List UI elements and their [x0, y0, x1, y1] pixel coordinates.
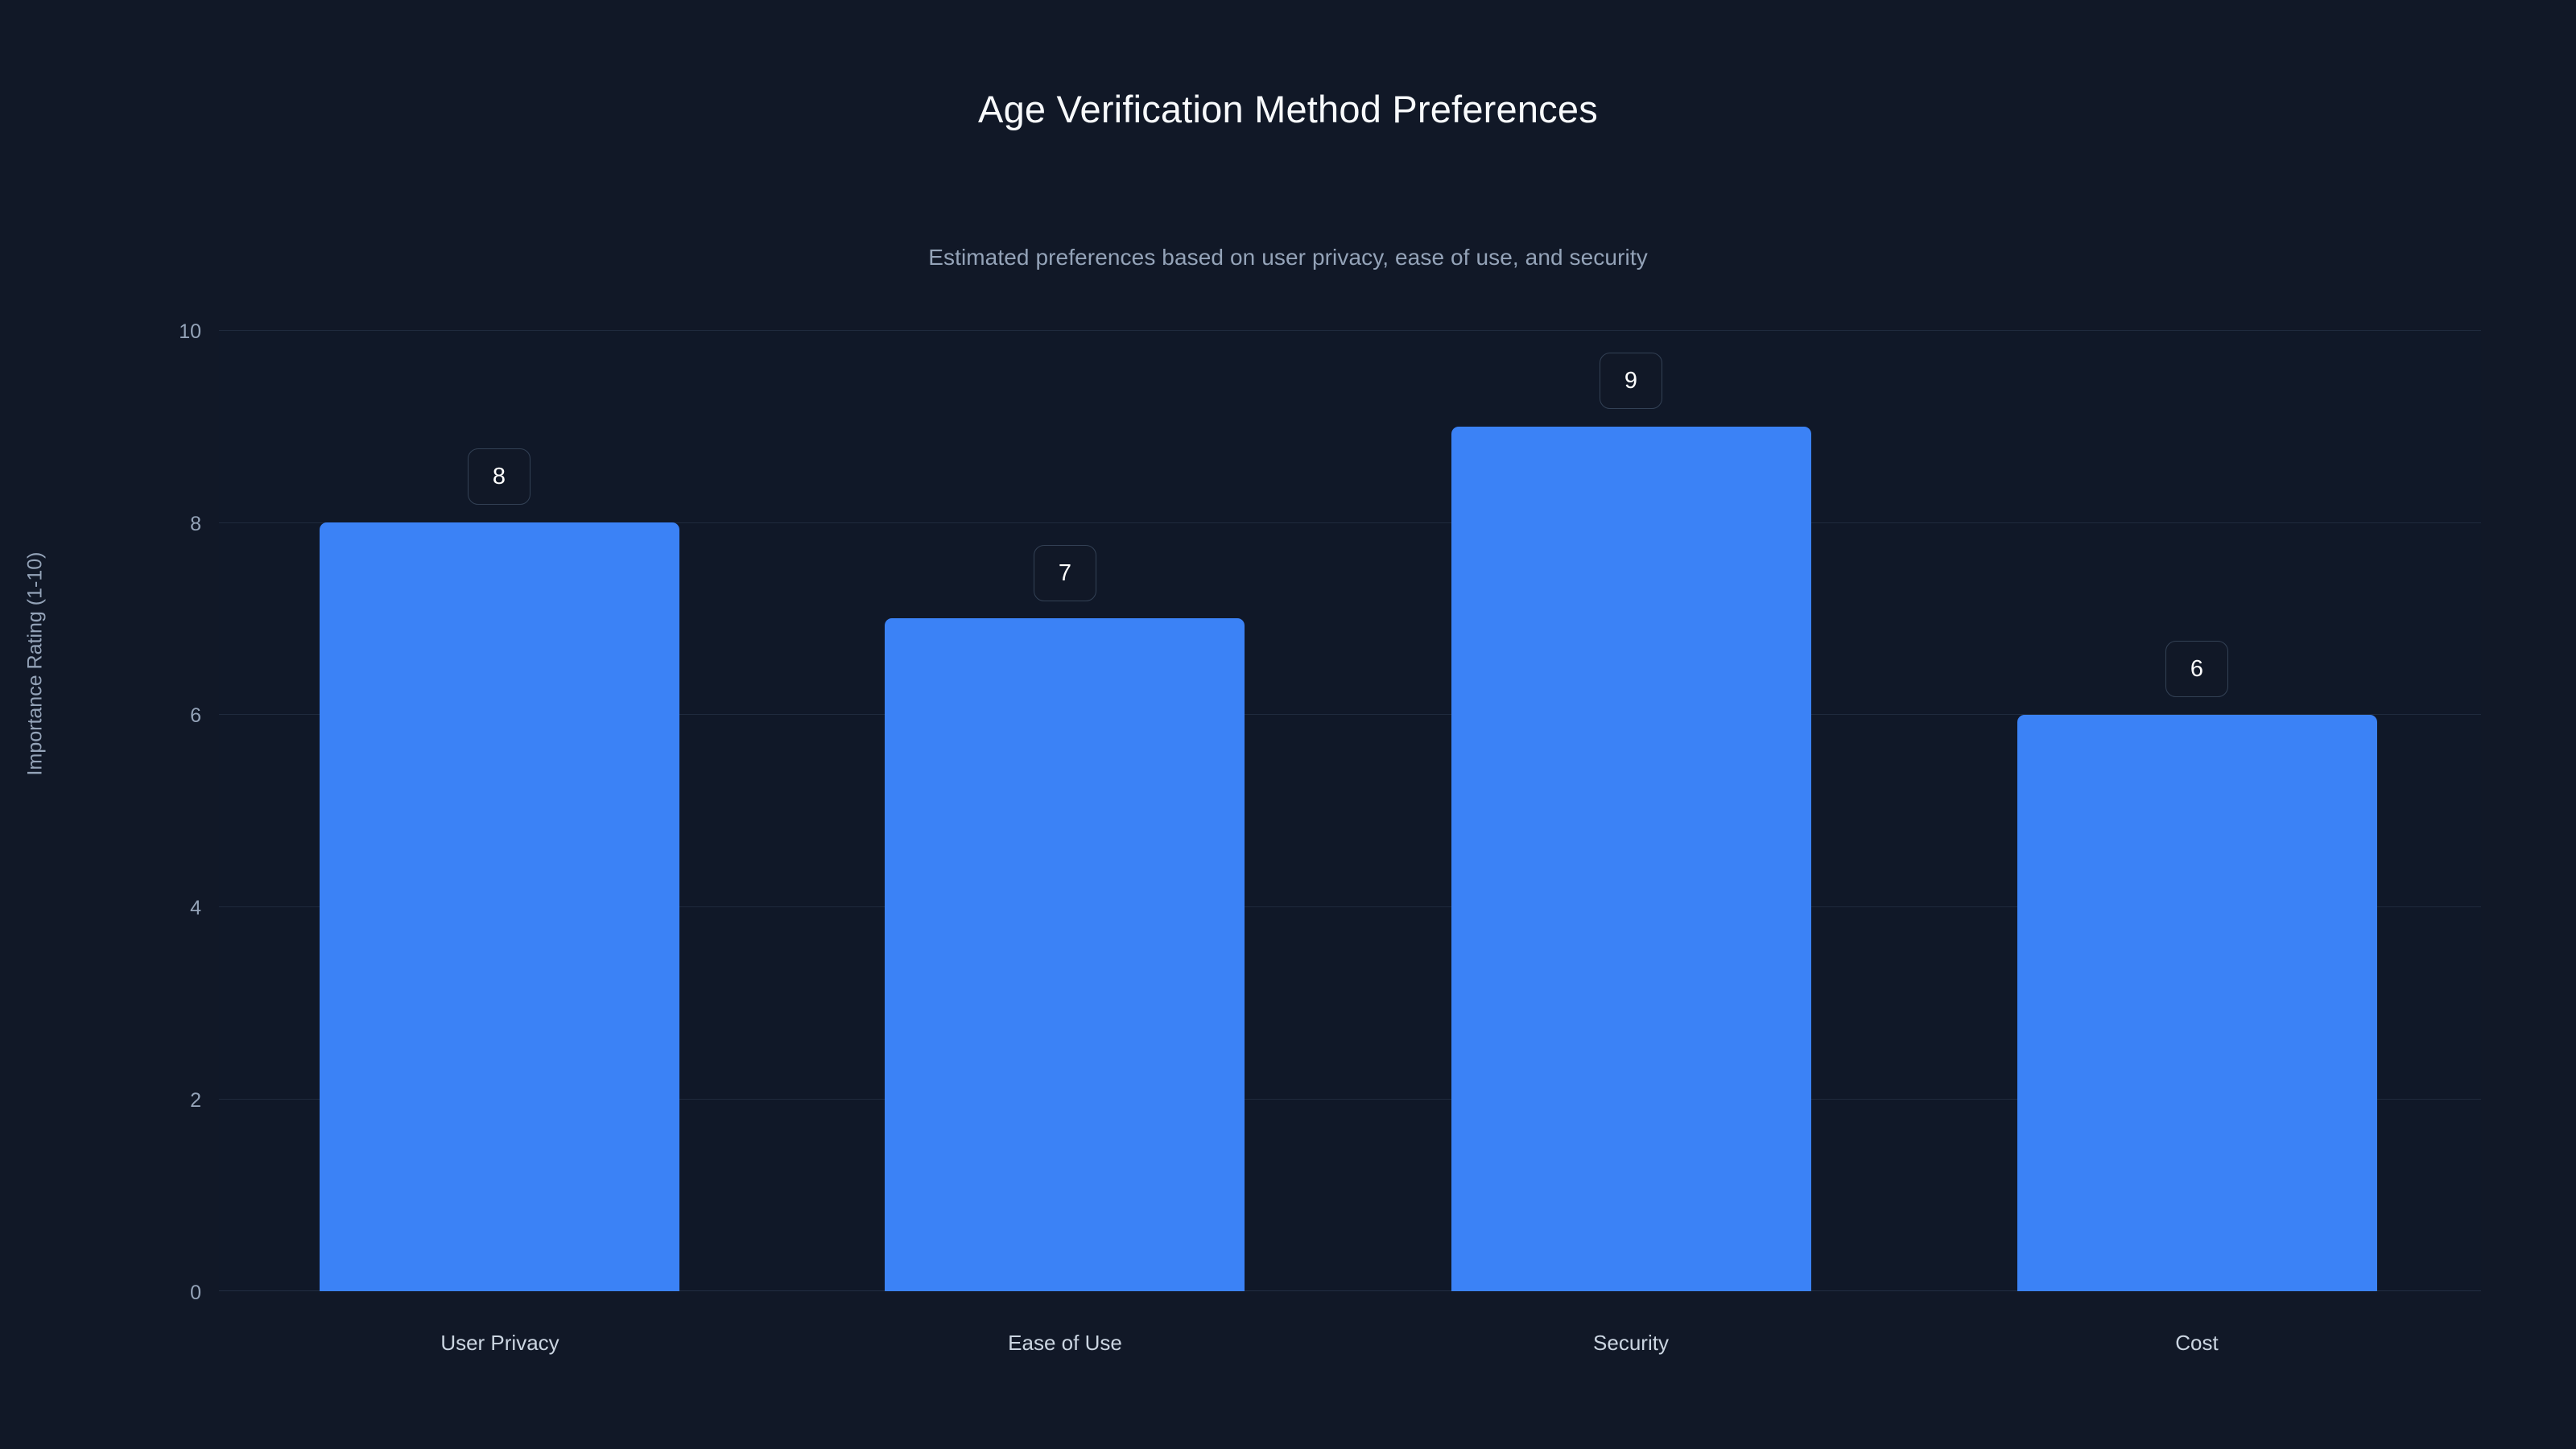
bar-cost[interactable] — [2017, 715, 2377, 1291]
chart-subtitle: Estimated preferences based on user priv… — [928, 245, 1648, 270]
gridline-8 — [219, 522, 2481, 523]
value-badge-user-privacy: 8 — [468, 448, 530, 505]
x-tick-label-user-privacy: User Privacy — [440, 1331, 559, 1355]
y-tick-label-2: 2 — [190, 1089, 201, 1112]
bar-ease-of-use[interactable] — [885, 618, 1245, 1291]
gridline-0 — [219, 1290, 2481, 1291]
y-tick-label-10: 10 — [179, 320, 201, 343]
y-tick-label-0: 0 — [190, 1282, 201, 1304]
gridline-10 — [219, 330, 2481, 331]
y-tick-label-4: 4 — [190, 897, 201, 919]
x-tick-label-security: Security — [1593, 1331, 1669, 1355]
y-tick-label-6: 6 — [190, 704, 201, 727]
value-badge-security: 9 — [1600, 353, 1662, 409]
y-tick-label-8: 8 — [190, 513, 201, 535]
chart-title: Age Verification Method Preferences — [978, 88, 1598, 130]
bars-layer — [219, 330, 2481, 1291]
x-tick-label-ease-of-use: Ease of Use — [1008, 1331, 1122, 1355]
gridline-6 — [219, 714, 2481, 715]
bar-security[interactable] — [1451, 427, 1811, 1291]
value-badge-cost: 6 — [2165, 641, 2228, 697]
y-axis-title: Importance Rating (1-10) — [23, 551, 47, 776]
gridline-2 — [219, 1099, 2481, 1100]
bar-user-privacy[interactable] — [320, 522, 679, 1291]
gridline-4 — [219, 906, 2481, 907]
value-badge-ease-of-use: 7 — [1034, 545, 1096, 601]
x-tick-label-cost: Cost — [2175, 1331, 2219, 1355]
